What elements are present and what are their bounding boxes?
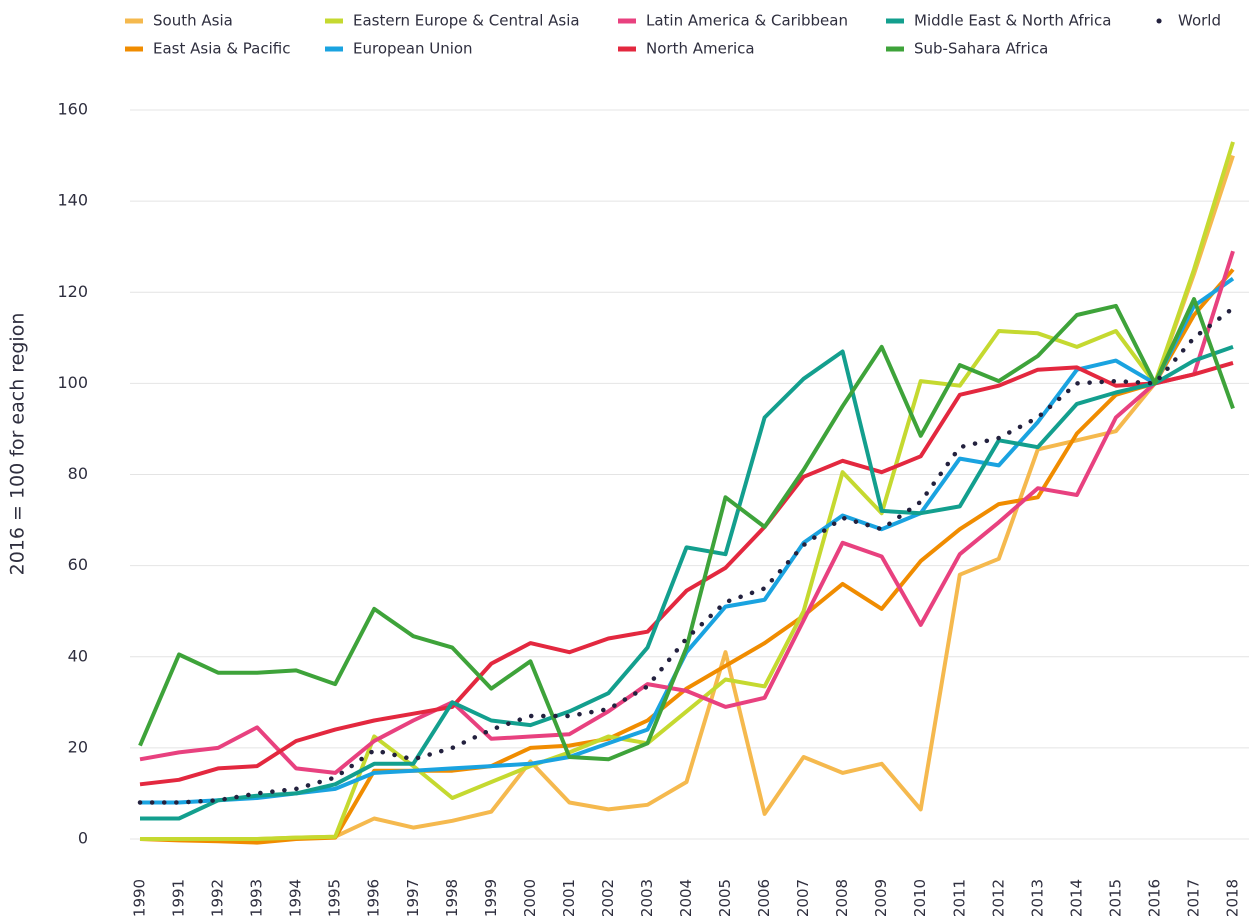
- series-line: [140, 154, 1235, 841]
- x-tick-label: 2013: [1028, 879, 1046, 917]
- x-tick-label: 2015: [1106, 879, 1124, 917]
- x-tick-label: 1992: [209, 879, 227, 917]
- x-tick-label: 1998: [443, 879, 461, 917]
- y-tick-label: 100: [57, 373, 88, 392]
- x-tick-label: 2006: [755, 879, 773, 917]
- y-tick-label: 20: [68, 737, 88, 756]
- x-tick-label: 1993: [248, 879, 266, 917]
- x-tick-label: 2011: [950, 879, 968, 917]
- y-tick-label: 120: [57, 282, 88, 301]
- series-line: [139, 250, 1235, 775]
- x-tick-label: 1996: [365, 879, 383, 917]
- x-tick-label: 2010: [911, 879, 929, 917]
- x-tick-label: 2000: [521, 879, 539, 917]
- x-tick-label: 2004: [677, 879, 695, 917]
- series-line: [140, 141, 1235, 841]
- x-tick-label: 2008: [833, 879, 851, 917]
- x-tick-label: 1994: [287, 879, 305, 917]
- legend-label: Latin America & Caribbean: [646, 12, 848, 30]
- x-tick-label: 2016: [1145, 879, 1163, 917]
- series-line: [140, 345, 1234, 821]
- y-tick-label: 80: [68, 464, 88, 483]
- series-line: [139, 360, 1234, 787]
- y-tick-label: 140: [57, 191, 88, 210]
- x-tick-label: 2012: [989, 879, 1007, 917]
- legend-label: East Asia & Pacific: [153, 40, 290, 58]
- y-tick-label: 0: [78, 829, 88, 848]
- legend-label: Eastern Europe & Central Asia: [353, 12, 580, 30]
- x-tick-label: 2003: [638, 879, 656, 917]
- x-tick-label: 2005: [716, 879, 734, 917]
- series-line: [138, 297, 1235, 762]
- x-tick-label: 2009: [872, 879, 890, 917]
- x-tick-label: 1997: [404, 879, 422, 917]
- x-tick-label: 1990: [131, 879, 149, 917]
- x-tick-label: 2014: [1067, 879, 1085, 917]
- y-tick-label: 60: [68, 555, 88, 574]
- x-tick-label: 2017: [1184, 879, 1202, 917]
- y-tick-label: 40: [68, 646, 88, 665]
- x-tick-label: 2018: [1224, 879, 1242, 917]
- legend-label: South Asia: [153, 12, 233, 30]
- series-line: [140, 276, 1235, 805]
- legend-label: Sub-Sahara Africa: [914, 40, 1048, 58]
- x-tick-label: 2001: [560, 879, 578, 917]
- legend-label: European Union: [353, 40, 473, 58]
- series-line: [137, 305, 1236, 805]
- x-tick-label: 2007: [794, 879, 812, 917]
- x-tick-label: 1991: [170, 879, 188, 917]
- legend-label: Middle East & North Africa: [914, 12, 1111, 30]
- x-tick-label: 2002: [599, 879, 617, 917]
- legend-label: World: [1178, 12, 1221, 30]
- y-axis-label: 2016 = 100 for each region: [7, 313, 29, 576]
- x-tick-label: 1999: [482, 879, 500, 917]
- y-tick-label: 160: [57, 100, 88, 119]
- x-tick-label: 1995: [326, 879, 344, 917]
- legend-label: North America: [646, 40, 755, 58]
- series-line: [139, 268, 1235, 845]
